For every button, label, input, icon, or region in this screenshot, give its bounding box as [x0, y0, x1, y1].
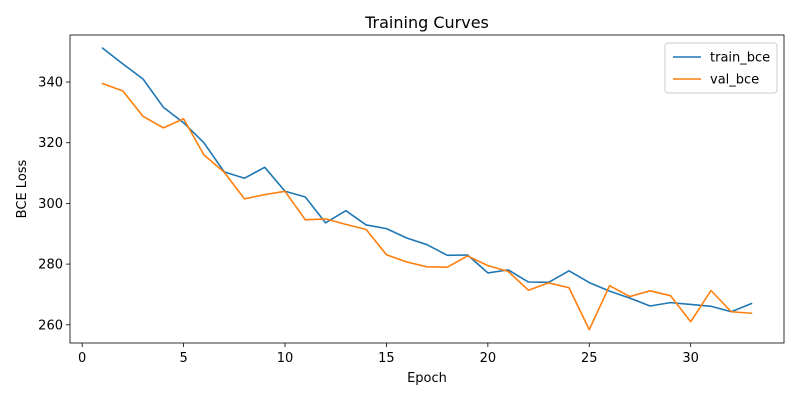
plot-area: 0 5 10 15 20 25 30 260 280 300 320 340: [38, 47, 753, 366]
y-tick-label: 260: [38, 318, 63, 333]
x-tick-label: 5: [179, 351, 187, 366]
y-tick-label: 320: [38, 136, 63, 151]
y-tick-label: 340: [38, 76, 63, 91]
legend-label-train-bce: train_bce: [710, 51, 770, 66]
x-tick-label: 0: [78, 351, 86, 366]
x-tick-label: 15: [378, 351, 395, 366]
x-tick-label: 20: [480, 351, 497, 366]
y-axis-label: BCE Loss: [15, 159, 30, 218]
axes-frame: [69, 34, 785, 344]
x-tick-label: 10: [277, 351, 294, 366]
x-tick-label: 25: [581, 351, 598, 366]
series-line-val-bce: [101, 82, 753, 331]
x-axis-label: Epoch: [407, 371, 447, 386]
y-tick-label: 280: [38, 258, 63, 273]
x-tick-label: 30: [682, 351, 699, 366]
y-tick-label: 300: [38, 197, 63, 212]
legend-label-val-bce: val_bce: [710, 73, 759, 88]
legend-box: [664, 42, 778, 94]
series-line-train-bce: [101, 47, 753, 313]
chart-title: Training Curves: [364, 13, 489, 32]
legend: train_bce val_bce: [664, 42, 778, 94]
